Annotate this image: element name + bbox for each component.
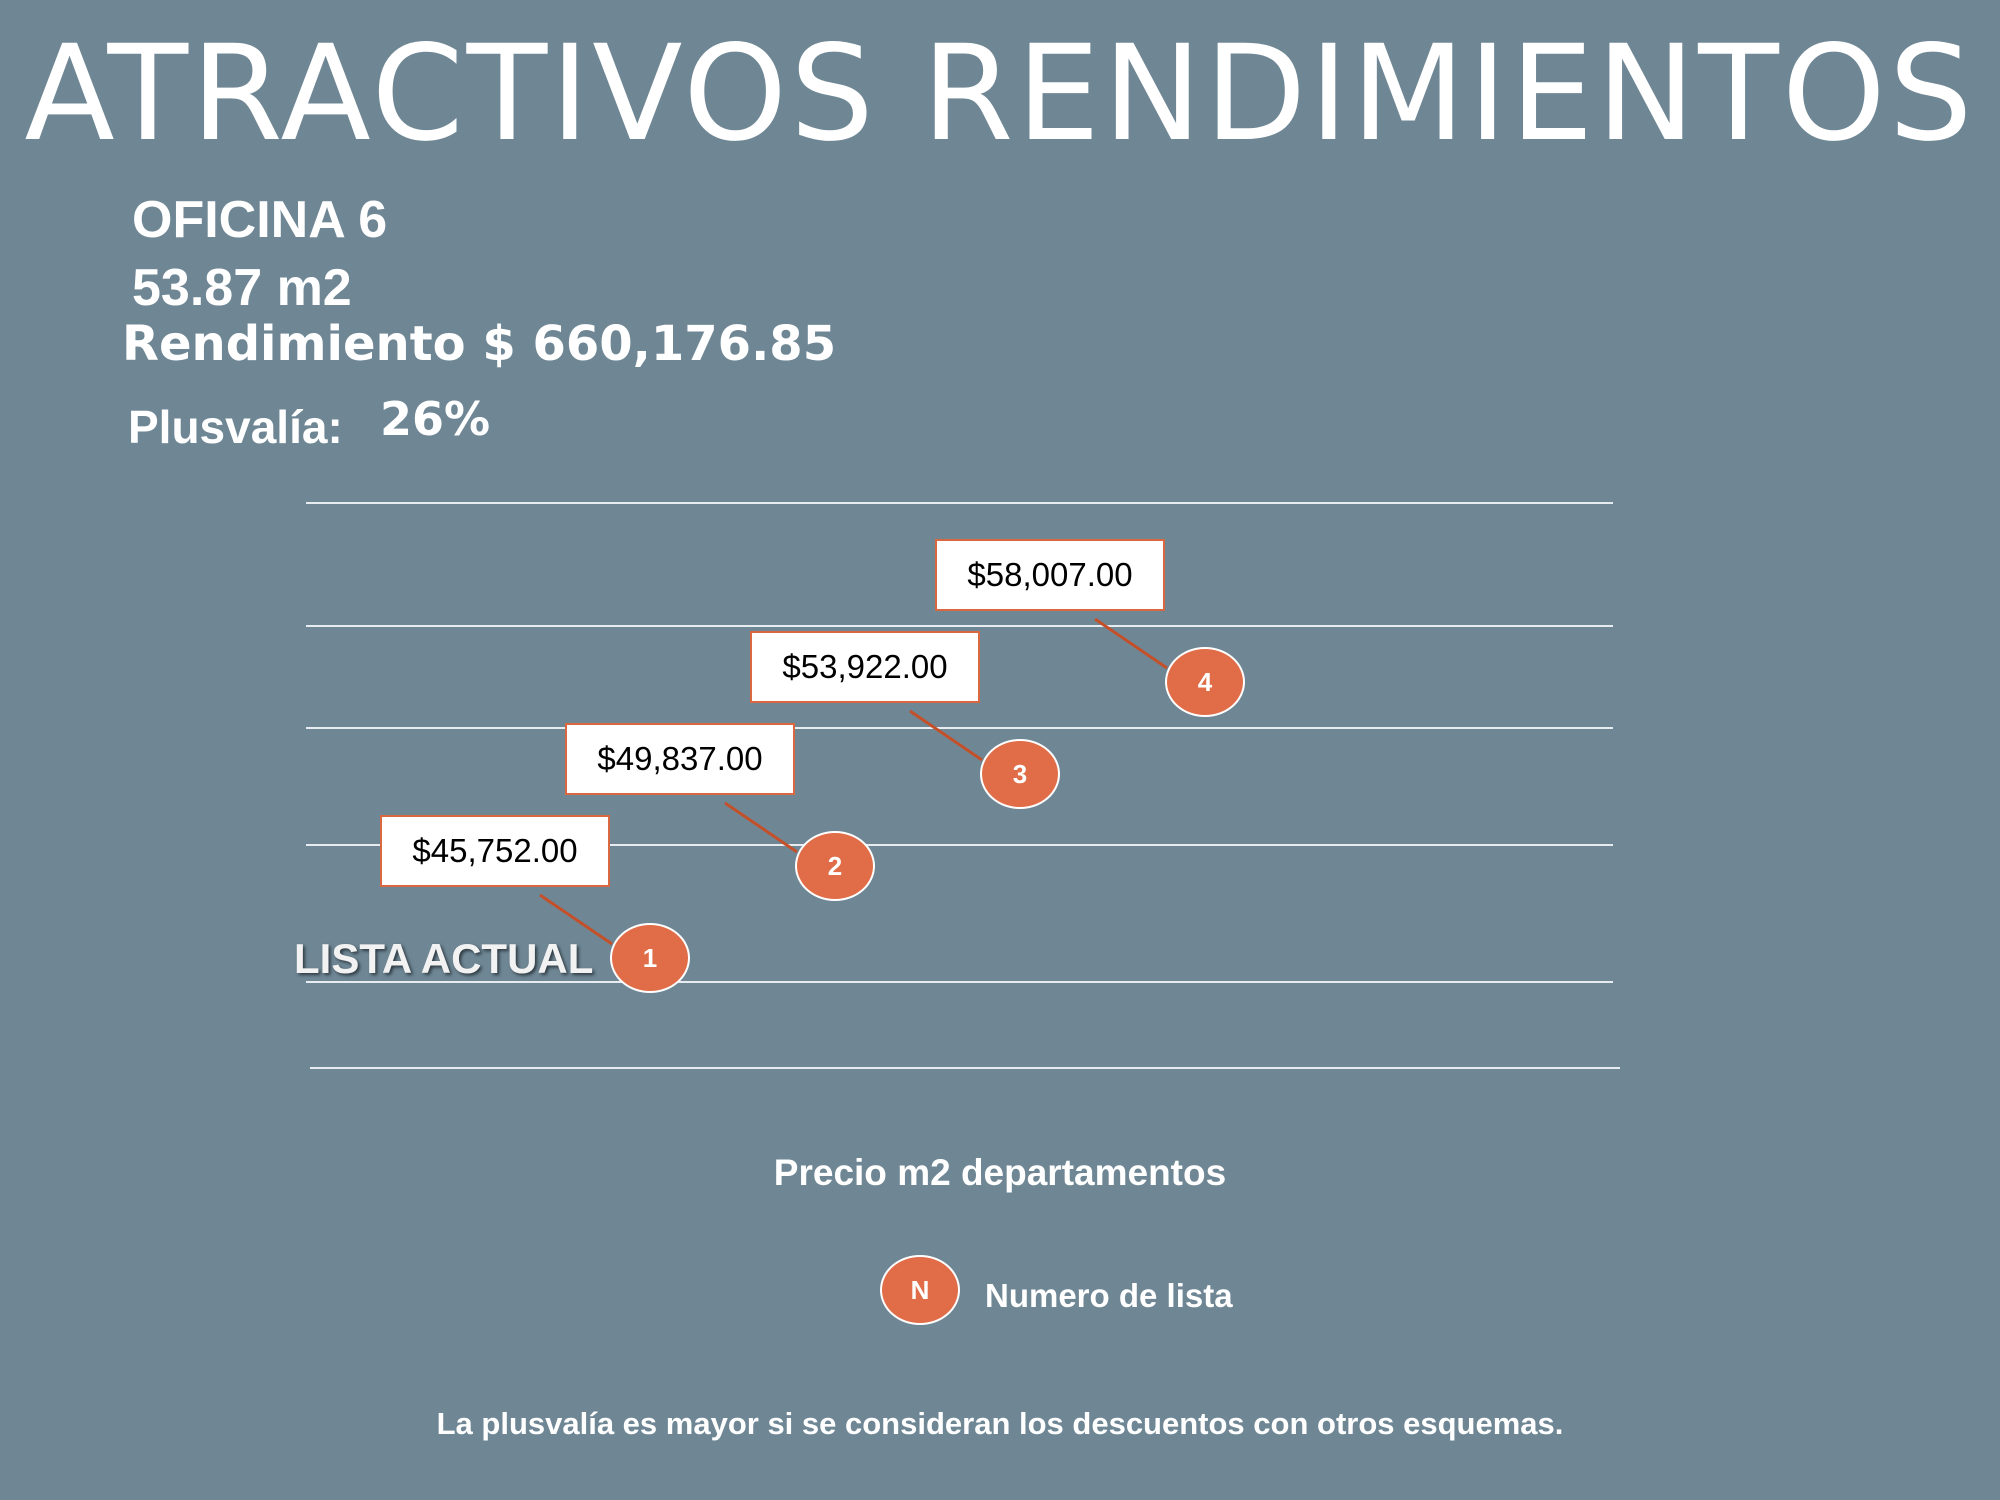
legend-label: Numero de lista — [985, 1277, 1233, 1314]
leader-line-2 — [724, 801, 798, 854]
data-point-2: 2 — [795, 831, 875, 901]
plusvalia-value: 26% — [380, 392, 491, 446]
x-axis-title: Precio m2 departamentos — [773, 1152, 1227, 1193]
yield-text: Rendimiento $ 660,176.85 — [122, 316, 837, 372]
data-point-3: 3 — [980, 739, 1060, 809]
data-point-1: 1 — [610, 923, 690, 993]
leader-line-3 — [909, 709, 983, 762]
value-label-2: $49,837.00 — [565, 723, 795, 795]
legend-marker: N — [880, 1255, 960, 1325]
value-label-3: $53,922.00 — [750, 631, 980, 703]
leader-line-4 — [1094, 617, 1168, 670]
current-list-label: LISTA ACTUAL — [294, 935, 594, 982]
page-title: ATRACTIVOS RENDIMIENTOS — [24, 17, 1976, 171]
office-area: 53.87 m2 — [132, 259, 352, 317]
leader-line-1 — [539, 893, 613, 946]
value-label-1: $45,752.00 — [380, 815, 610, 887]
leader-lines — [539, 617, 1168, 946]
office-name: OFICINA 6 — [132, 191, 388, 249]
plusvalia-label: Plusvalía: — [128, 401, 343, 453]
data-point-4: 4 — [1165, 647, 1245, 717]
footnote: La plusvalía es mayor si se consideran l… — [436, 1406, 1564, 1441]
value-label-4: $58,007.00 — [935, 539, 1165, 611]
